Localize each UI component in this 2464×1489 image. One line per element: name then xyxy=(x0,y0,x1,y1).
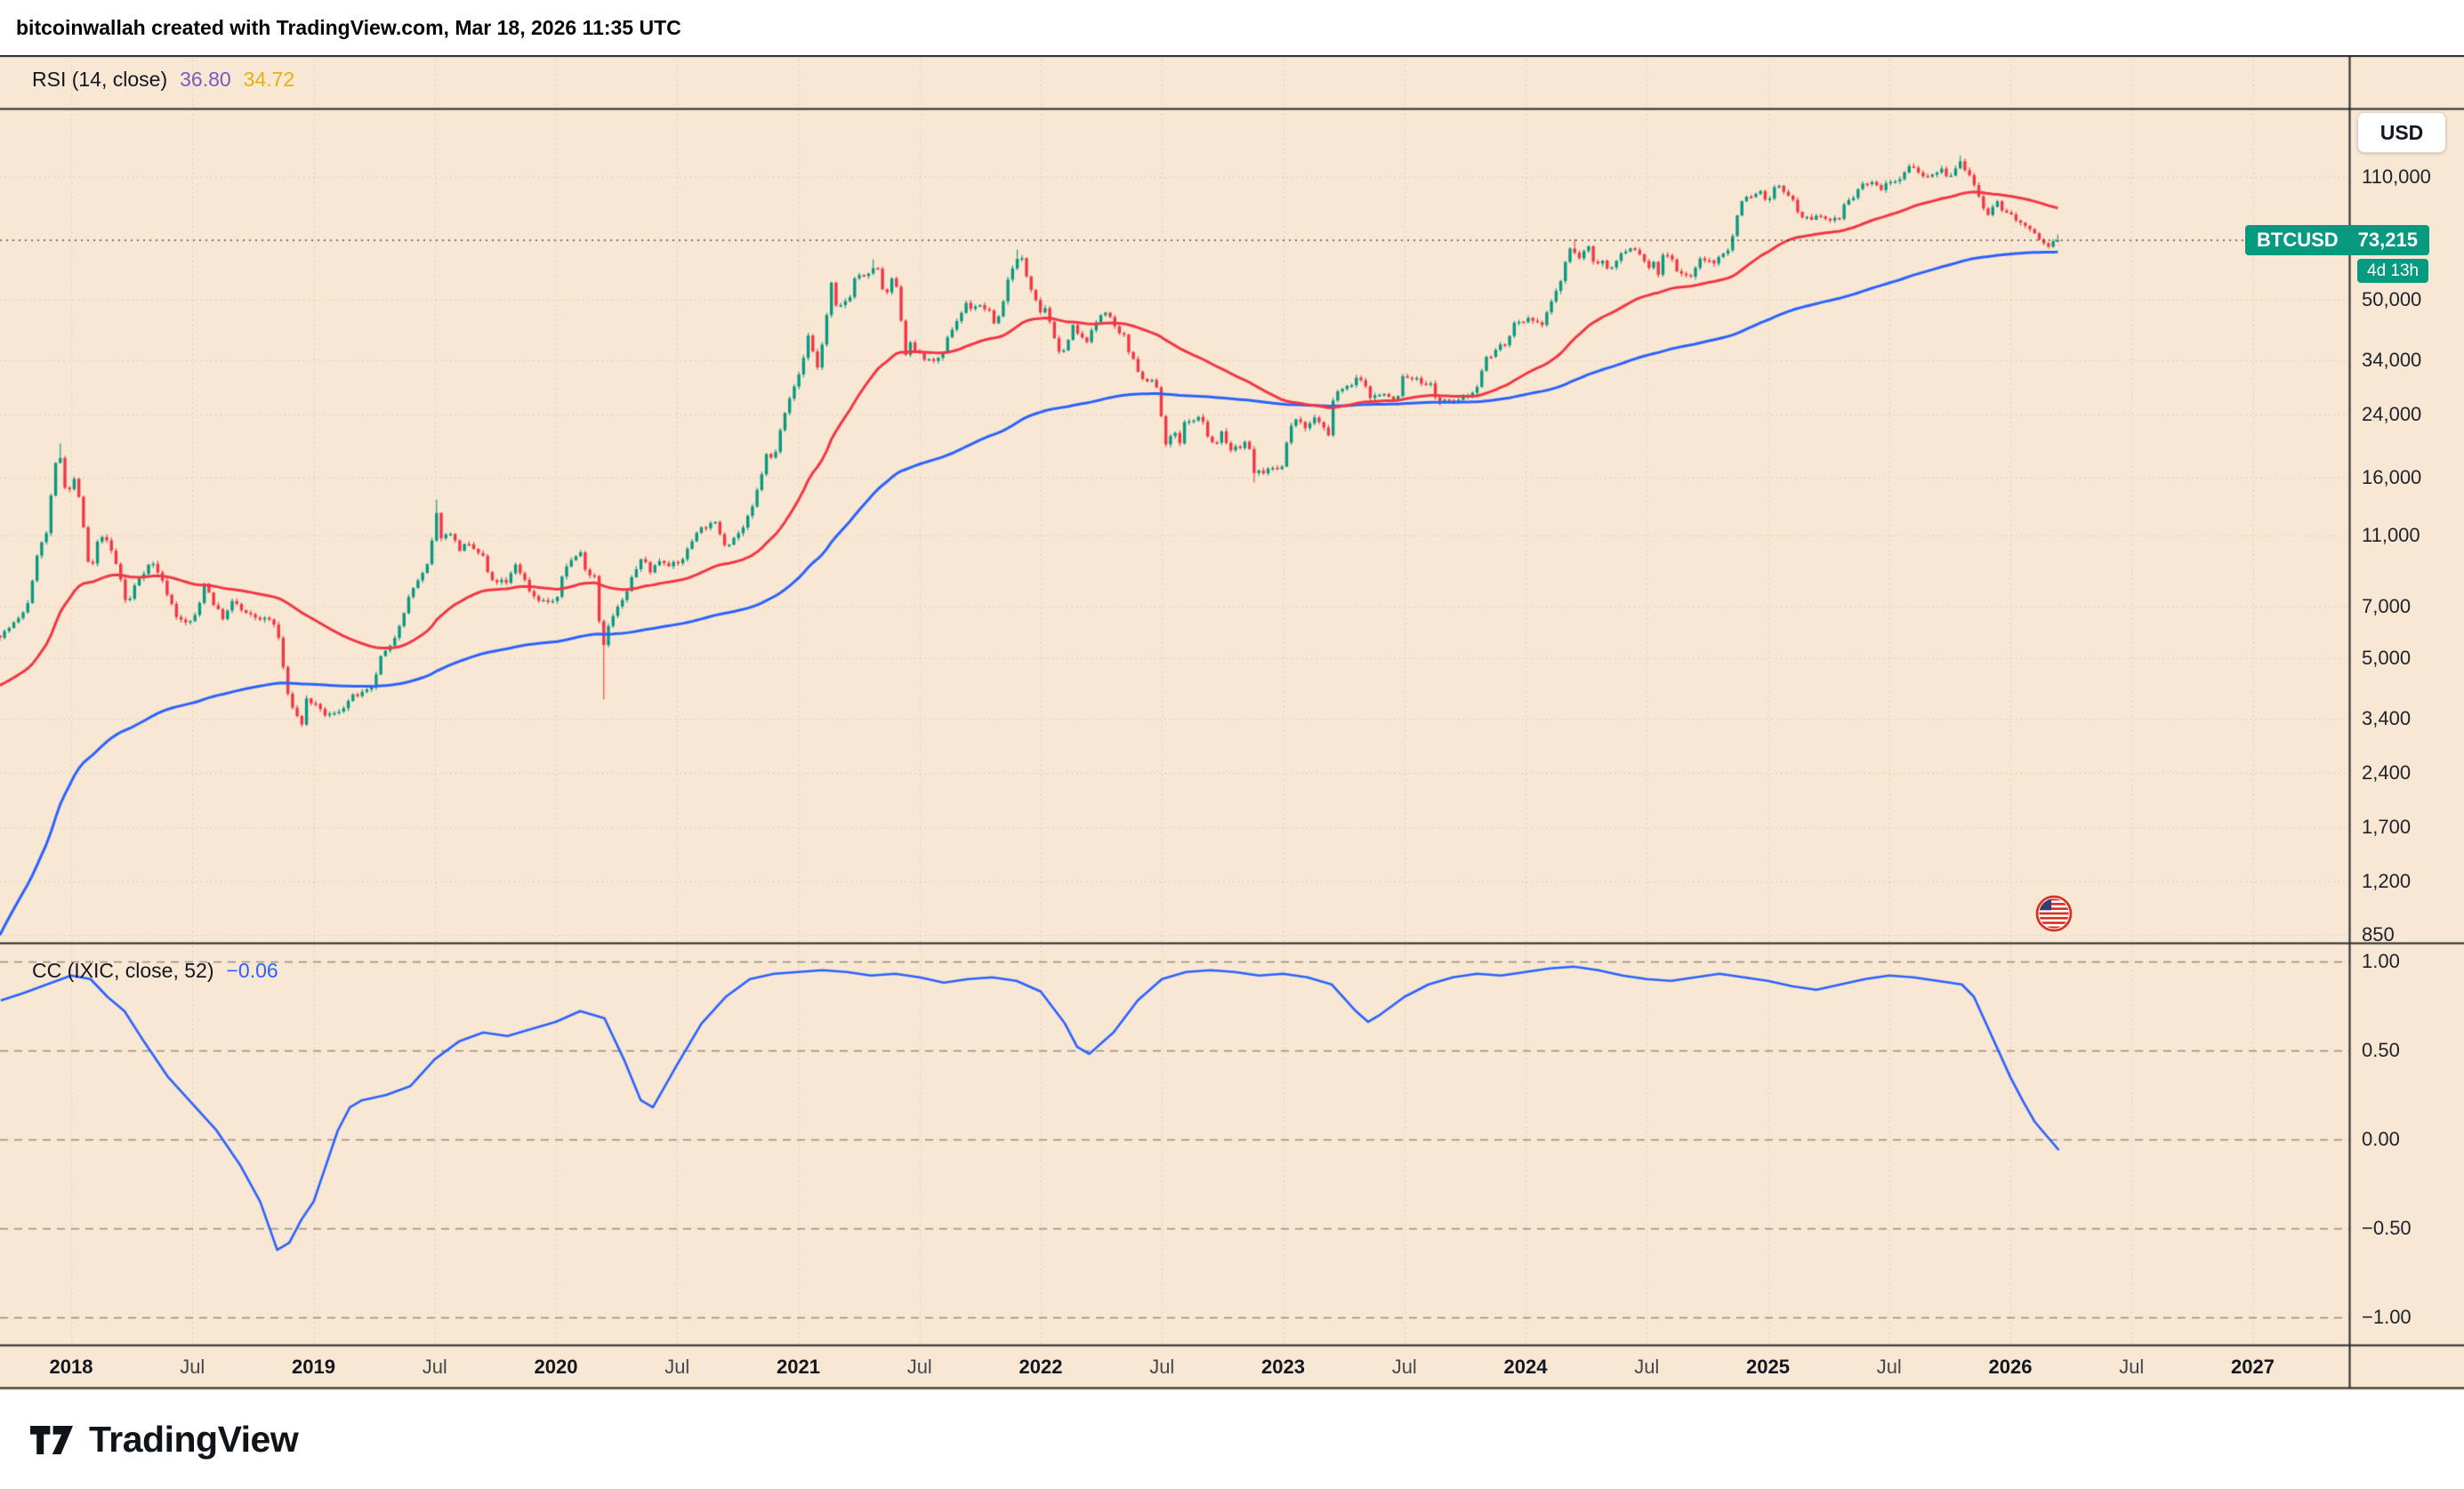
time-tick-jul: Jul xyxy=(2119,1356,2145,1378)
attribution-bar: bitcoinwallah created with TradingView.c… xyxy=(0,0,2464,55)
price-tick-label: 50,000 xyxy=(2362,287,2422,310)
price-tick-label: 1,700 xyxy=(2362,815,2412,838)
time-tick-year: 2018 xyxy=(49,1356,93,1378)
cc-tick-label: 0.00 xyxy=(2362,1128,2400,1150)
time-tick-year: 2027 xyxy=(2231,1356,2275,1378)
cc-label[interactable]: CC (IXIC, close, 52) xyxy=(32,959,214,982)
time-tick-jul: Jul xyxy=(1876,1356,1902,1378)
price-badge-symbol: BTCUSD xyxy=(2257,229,2339,251)
currency-toggle-button[interactable]: USD xyxy=(2357,112,2446,153)
time-tick-year: 2026 xyxy=(1988,1356,2033,1378)
time-tick-year: 2020 xyxy=(534,1356,578,1378)
correlation-pane[interactable] xyxy=(0,943,2349,1345)
time-tick-year: 2025 xyxy=(1746,1356,1790,1378)
time-axis[interactable]: 2018 Jul 2019 Jul 2020 Jul 2021 Jul 2022 Jul 2023 J… xyxy=(0,1345,2464,1389)
tradingview-logo-icon[interactable] xyxy=(30,1425,73,1454)
rsi-legend: RSI (14, close) 36.80 34.72 xyxy=(32,68,294,92)
rsi-value-secondary: 34.72 xyxy=(243,68,295,91)
rsi-label: RSI (14, close) xyxy=(32,68,168,91)
footer-bar: TradingView xyxy=(0,1390,2464,1489)
time-tick-year: 2022 xyxy=(1019,1356,1063,1378)
price-tick-label: 1,200 xyxy=(2362,869,2412,892)
rsi-value-main: 36.80 xyxy=(180,68,231,91)
cc-tick-label: 0.50 xyxy=(2362,1038,2400,1061)
time-tick-year: 2023 xyxy=(1261,1356,1305,1378)
price-tick-label: 16,000 xyxy=(2362,465,2422,488)
time-tick-jul: Jul xyxy=(180,1356,205,1378)
attribution-text: bitcoinwallah created with TradingView.c… xyxy=(16,15,681,39)
time-tick-jul: Jul xyxy=(1634,1356,1660,1378)
time-tick-year: 2024 xyxy=(1503,1356,1548,1378)
time-tick-year: 2019 xyxy=(292,1356,335,1378)
cc-tick-label: −1.00 xyxy=(2362,1306,2412,1329)
cc-tick-label: 1.00 xyxy=(2362,949,2400,972)
bar-countdown-badge: 4d 13h xyxy=(2357,259,2429,283)
price-tick-label: 3,400 xyxy=(2362,707,2412,730)
price-tick-label: 5,000 xyxy=(2362,647,2412,670)
price-tick-label: 2,400 xyxy=(2362,761,2412,785)
time-tick-jul: Jul xyxy=(1149,1356,1175,1378)
price-tick-label: 11,000 xyxy=(2362,524,2420,547)
tradingview-wordmark[interactable]: TradingView xyxy=(89,1419,299,1460)
rsi-pane[interactable] xyxy=(0,55,2349,109)
correlation-legend: CC (IXIC, close, 52) −0.06 xyxy=(32,959,278,983)
current-price-badge: BTCUSD 73,215 xyxy=(2245,225,2429,255)
main-price-pane[interactable] xyxy=(0,109,2349,943)
cc-value: −0.06 xyxy=(226,959,278,982)
cc-tick-label: −0.50 xyxy=(2362,1217,2412,1240)
time-tick-jul: Jul xyxy=(422,1356,447,1378)
chart-canvas[interactable] xyxy=(0,55,2464,1390)
time-tick-year: 2021 xyxy=(777,1356,820,1378)
price-tick-label: 24,000 xyxy=(2362,402,2422,425)
us-flag-icon xyxy=(2033,893,2074,934)
price-axis[interactable]: 110,000 50,000 34,000 24,000 16,000 11,000 7,0… xyxy=(2349,55,2464,1390)
time-tick-jul: Jul xyxy=(906,1356,932,1378)
time-tick-jul: Jul xyxy=(664,1356,690,1378)
price-tick-label: 110,000 xyxy=(2362,165,2431,188)
price-tick-label: 850 xyxy=(2362,923,2395,946)
price-tick-label: 7,000 xyxy=(2362,594,2412,617)
time-tick-jul: Jul xyxy=(1391,1356,1417,1378)
price-tick-label: 34,000 xyxy=(2362,348,2422,371)
price-badge-value: 73,215 xyxy=(2357,229,2418,251)
